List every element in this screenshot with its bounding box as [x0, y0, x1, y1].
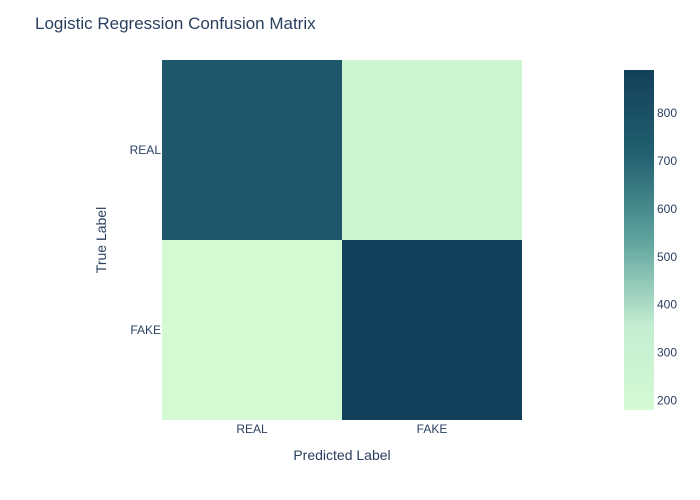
colorbar [624, 70, 654, 410]
heatmap-cell-fake-fake [342, 240, 522, 420]
colorbar-tick-label: 200 [657, 393, 677, 407]
colorbar-tick-label: 300 [657, 346, 677, 360]
y-axis-title: True Label [93, 207, 109, 273]
colorbar-tick-label: 400 [657, 298, 677, 312]
heatmap-cell-fake-real [162, 240, 342, 420]
y-tick-label: FAKE [130, 323, 161, 337]
colorbar-tick-label: 800 [657, 106, 677, 120]
chart-title: Logistic Regression Confusion Matrix [35, 14, 316, 33]
colorbar-tick-label: 700 [657, 154, 677, 168]
colorbar-tick-label: 500 [657, 250, 677, 264]
y-tick-label: REAL [130, 143, 162, 157]
x-tick-label: REAL [236, 422, 268, 436]
colorbar-tick-label: 600 [657, 202, 677, 216]
heatmap-cell-real-fake [342, 60, 522, 240]
heatmap-cell-real-real [162, 60, 342, 240]
x-tick-label: FAKE [417, 422, 448, 436]
x-axis-title: Predicted Label [293, 447, 390, 463]
